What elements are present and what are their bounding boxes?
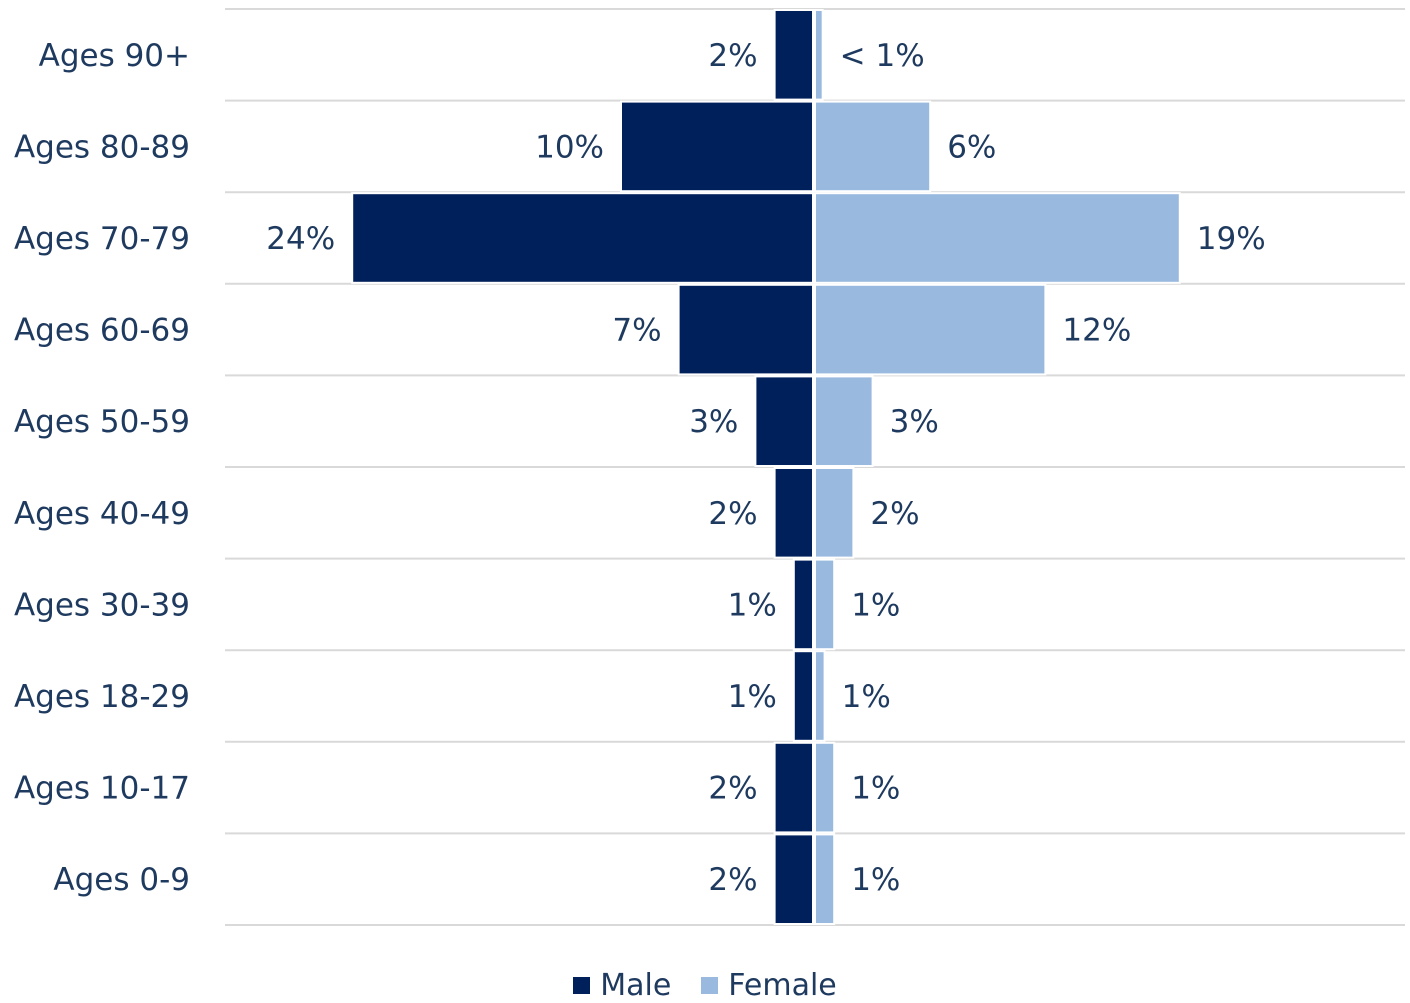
bar-female	[814, 833, 836, 926]
category-label: Ages 10-17	[14, 771, 190, 807]
bar-male	[773, 9, 814, 101]
category-label: Ages 80-89	[14, 129, 190, 165]
bar-female	[814, 100, 932, 193]
data-label-male: 7%	[612, 313, 661, 349]
data-label-male: 10%	[535, 129, 604, 165]
data-label-female: 12%	[1062, 313, 1131, 349]
data-label-female: 1%	[842, 679, 891, 715]
data-label-female: 1%	[851, 587, 900, 623]
bar-male	[773, 467, 814, 559]
legend-swatch-female	[701, 976, 719, 994]
bar-male	[351, 192, 814, 284]
category-label: Ages 60-69	[14, 313, 190, 349]
data-label-female: 1%	[851, 771, 900, 807]
bar-male	[620, 100, 814, 193]
legend-label-male: Male	[600, 967, 672, 1003]
data-label-male: 24%	[266, 221, 335, 257]
category-label: Ages 18-29	[14, 679, 190, 715]
bar-male	[792, 650, 814, 742]
bar-layer	[351, 9, 1181, 926]
bar-female	[814, 650, 826, 742]
data-label-male: 2%	[708, 496, 757, 532]
category-label: Ages 70-79	[14, 221, 190, 257]
legend-item-male: Male	[573, 968, 671, 1003]
label-layer: 2% < 1% 10% 6% 24% 19% 7% 12% 3% 3% 2% 2% 1% 1% 1% 1% 2%…	[266, 38, 1265, 898]
legend-swatch-male	[573, 976, 591, 994]
data-label-male: 1%	[728, 679, 777, 715]
legend-label-female: Female	[728, 967, 837, 1003]
bar-female	[814, 467, 855, 559]
data-label-female: 3%	[890, 404, 939, 440]
chart-svg: 2% < 1% 10% 6% 24% 19% 7% 12% 3% 3% 2% 2% 1% 1% 1% 1% 2%…	[14, 8, 1405, 926]
category-label: Ages 40-49	[14, 496, 190, 532]
category-label: Ages 0-9	[53, 862, 190, 898]
bar-female	[814, 9, 824, 101]
bar-female	[814, 283, 1047, 376]
data-label-male: 3%	[689, 404, 738, 440]
data-label-female: 1%	[851, 862, 900, 898]
bar-female	[814, 375, 874, 467]
bar-male	[754, 375, 815, 467]
data-label-female: 19%	[1197, 221, 1266, 257]
bar-female	[814, 741, 836, 834]
category-label: Ages 30-39	[14, 587, 190, 623]
category-label: Ages 90+	[39, 38, 190, 74]
data-label-female: < 1%	[840, 38, 925, 74]
data-label-female: 2%	[870, 496, 919, 532]
bar-male	[773, 741, 814, 834]
legend: Male Female	[0, 967, 1410, 1003]
data-label-male: 2%	[708, 38, 757, 74]
legend-item-female: Female	[701, 967, 837, 1003]
bar-male	[792, 558, 814, 651]
data-label-male: 2%	[708, 771, 757, 807]
data-label-male: 1%	[728, 587, 777, 623]
data-label-female: 6%	[947, 129, 996, 165]
bar-female	[814, 192, 1181, 284]
bar-female	[814, 558, 836, 651]
category-layer: Ages 90+ Ages 80-89 Ages 70-79 Ages 60-69 Ag…	[14, 38, 190, 898]
category-label: Ages 50-59	[14, 404, 190, 440]
bar-male	[677, 283, 814, 376]
data-label-male: 2%	[708, 862, 757, 898]
bar-male	[773, 833, 814, 926]
